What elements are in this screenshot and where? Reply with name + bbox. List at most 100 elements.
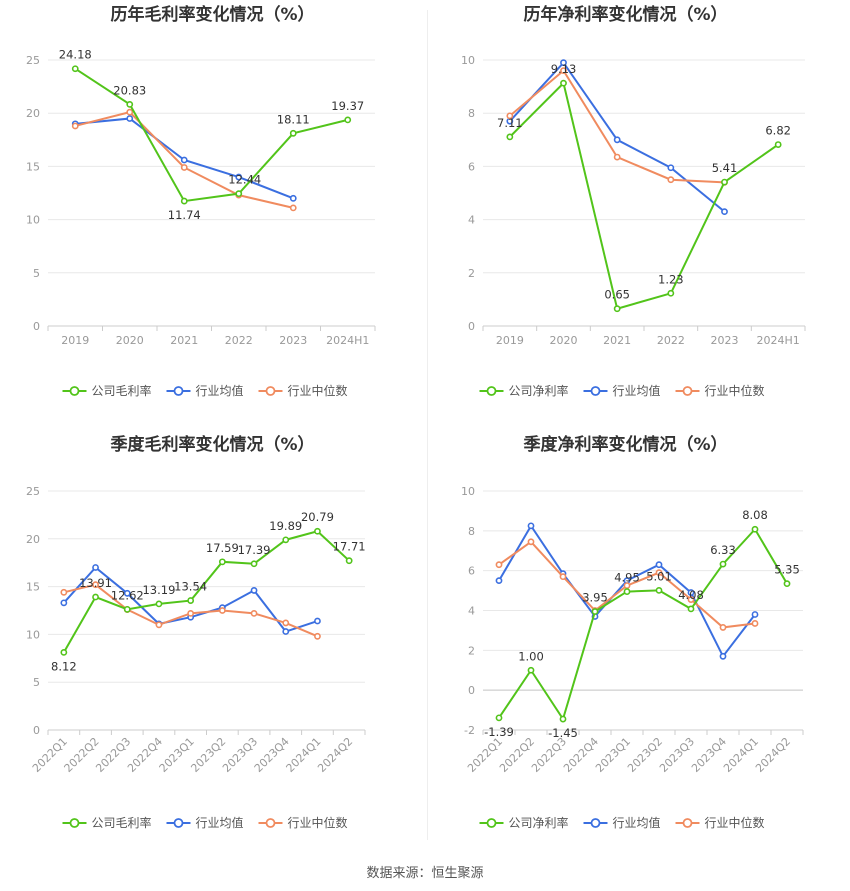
legend-item-industry-avg: 行业均值 xyxy=(166,383,244,398)
legend-label: 公司净利率 xyxy=(509,383,569,398)
legend-label: 行业均值 xyxy=(613,815,661,830)
y-tick-label: -2 xyxy=(464,724,475,737)
point-industry-avg xyxy=(560,59,567,67)
chart-svg: 历年毛利率变化情况（%） 0 5 10 15 20 25 2019 2020 2021 2022 20… xyxy=(26,4,376,398)
point-company xyxy=(155,600,163,608)
data-label: 5.01 xyxy=(646,569,672,583)
y-tick-label: 10 xyxy=(26,214,40,227)
point-company xyxy=(774,141,782,148)
legend-item-industry-median: 行业中位数 xyxy=(258,383,348,398)
legend-label: 行业中位数 xyxy=(705,383,765,398)
point-company xyxy=(289,129,297,137)
data-label: 11.74 xyxy=(168,208,201,222)
legend-label: 行业均值 xyxy=(196,815,244,830)
point-industry-median xyxy=(495,561,503,569)
point-industry-avg xyxy=(92,564,99,571)
point-company xyxy=(314,527,321,535)
point-industry-avg xyxy=(250,587,258,594)
chart-title: 季度毛利率变化情况（%） xyxy=(110,434,314,455)
series-line-company xyxy=(498,527,788,722)
point-company xyxy=(71,65,79,73)
vertical-divider xyxy=(427,10,428,840)
point-company xyxy=(667,289,675,297)
y-tick-label: 6 xyxy=(468,565,475,578)
point-industry-avg xyxy=(721,208,728,216)
point-industry-median xyxy=(751,620,759,627)
y-tick-label: 10 xyxy=(461,485,475,498)
data-label: 6.33 xyxy=(710,543,736,557)
legend-label: 公司净利率 xyxy=(509,815,569,830)
point-company xyxy=(687,605,695,613)
data-label: 7.11 xyxy=(497,116,523,130)
data-label: 19.37 xyxy=(331,99,364,113)
data-label: 9.13 xyxy=(551,62,577,76)
data-label: 13.91 xyxy=(79,576,112,590)
point-industry-avg xyxy=(180,156,188,164)
data-label: 4.08 xyxy=(678,588,704,602)
data-label: -1.39 xyxy=(484,725,514,739)
point-company xyxy=(92,593,99,601)
y-tick-label: 4 xyxy=(468,605,475,618)
point-industry-median xyxy=(667,176,675,184)
point-industry-median xyxy=(527,538,535,546)
chart-svg: 历年净利率变化情况（%） 0 2 4 6 8 10 2019 2020 2021 2022 2023 2… xyxy=(461,4,806,398)
chart-annual-gross-margin: 历年毛利率变化情况（%） 0 5 10 15 20 25 2019 2020 2021 2022 20… xyxy=(0,0,425,420)
data-label: -1.45 xyxy=(548,726,578,740)
point-industry-avg xyxy=(123,589,131,597)
point-industry-median xyxy=(655,569,663,577)
y-tick-label: 8 xyxy=(468,107,475,120)
y-tick-label: 8 xyxy=(468,525,475,538)
y-tick-label: 0 xyxy=(33,320,40,333)
point-company xyxy=(126,100,134,108)
legend-marker xyxy=(682,386,693,396)
legend-label: 行业中位数 xyxy=(288,383,348,398)
data-label: 19.89 xyxy=(269,519,302,533)
y-tick-label: 0 xyxy=(33,724,40,737)
data-label: 20.83 xyxy=(113,83,146,97)
point-industry-avg xyxy=(527,522,535,530)
y-tick-label: 4 xyxy=(468,214,475,227)
point-company xyxy=(719,560,727,568)
data-label: 6.82 xyxy=(765,124,791,138)
legend-item-company: 公司净利率 xyxy=(479,815,569,830)
legend-marker xyxy=(682,818,693,828)
data-label: 4.95 xyxy=(614,571,640,585)
chart-title: 季度净利率变化情况（%） xyxy=(523,434,727,455)
chart-annual-net-margin: 历年净利率变化情况（%） 0 2 4 6 8 10 2019 2020 2021 2022 2023 2… xyxy=(425,0,850,420)
point-company xyxy=(60,648,68,656)
point-company xyxy=(655,586,663,594)
y-tick-label: 5 xyxy=(33,676,40,689)
point-industry-avg xyxy=(719,652,727,660)
x-tick-label: 2024H1 xyxy=(757,334,800,347)
point-industry-avg xyxy=(687,589,695,596)
point-company xyxy=(180,197,188,205)
chart-quarterly-net-margin: 季度净利率变化情况（%） -2 0 2 4 6 8 10 2022Q1 2022Q2 2022Q3 2… xyxy=(425,430,850,850)
legend-label: 公司毛利率 xyxy=(92,383,152,398)
y-tick-label: 10 xyxy=(461,54,475,67)
x-tick-label: 2023 xyxy=(711,334,739,347)
point-company xyxy=(559,715,567,723)
point-industry-avg xyxy=(495,577,503,585)
series-line-company xyxy=(62,530,350,653)
legend-label: 行业均值 xyxy=(613,383,661,398)
x-tick-label: 2020 xyxy=(550,334,578,347)
data-label: 20.79 xyxy=(301,510,334,524)
point-industry-median xyxy=(687,596,695,603)
y-tick-label: 20 xyxy=(26,107,40,120)
data-label: 13.19 xyxy=(142,583,175,597)
chart-quarterly-gross-margin: 季度毛利率变化情况（%） 0 5 10 15 20 25 2022Q1 2022Q2 2022Q3… xyxy=(0,430,425,850)
point-industry-median xyxy=(560,67,567,75)
legend-label: 行业均值 xyxy=(196,383,244,398)
legend-item-industry-median: 行业中位数 xyxy=(258,815,348,830)
data-label: 17.39 xyxy=(238,543,271,557)
point-industry-median xyxy=(719,624,727,631)
point-company xyxy=(123,605,131,613)
y-tick-label: 2 xyxy=(468,267,475,280)
legend-marker xyxy=(69,386,80,396)
legend-marker xyxy=(590,386,601,396)
point-industry-avg xyxy=(655,561,663,569)
legend-marker xyxy=(173,818,184,828)
legend-label: 行业中位数 xyxy=(288,815,348,830)
data-label: 1.00 xyxy=(518,649,544,663)
point-industry-avg xyxy=(235,173,243,181)
